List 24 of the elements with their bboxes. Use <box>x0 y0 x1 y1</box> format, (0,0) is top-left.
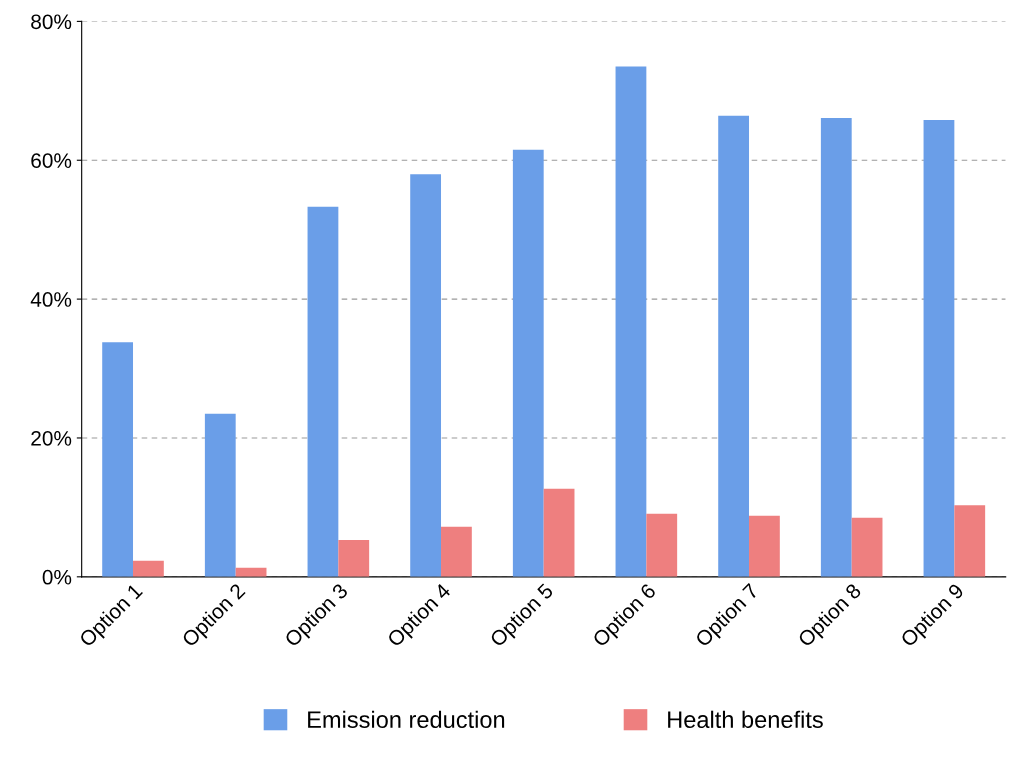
bar <box>338 540 370 577</box>
bar <box>133 560 164 577</box>
bar <box>543 488 575 577</box>
legend-label: Health benefits <box>668 710 823 729</box>
y-tick-label: 80% <box>31 14 72 30</box>
bar <box>749 515 780 577</box>
y-tick-label: 60% <box>31 153 72 168</box>
bar <box>820 117 852 577</box>
bar <box>512 149 544 577</box>
bar <box>923 119 955 577</box>
legend-label: Emission reduction <box>308 710 505 729</box>
y-tick-label: 20% <box>31 430 72 446</box>
bar <box>307 206 339 577</box>
bar <box>102 342 134 577</box>
bar <box>441 526 472 577</box>
bar <box>851 517 883 577</box>
y-tick-label: 40% <box>30 292 72 307</box>
bar <box>954 505 986 577</box>
bar <box>718 115 750 577</box>
bar <box>646 513 678 577</box>
bar <box>410 174 442 577</box>
bar <box>204 413 236 577</box>
bar <box>615 66 647 577</box>
y-tick-label: 0% <box>42 569 72 585</box>
